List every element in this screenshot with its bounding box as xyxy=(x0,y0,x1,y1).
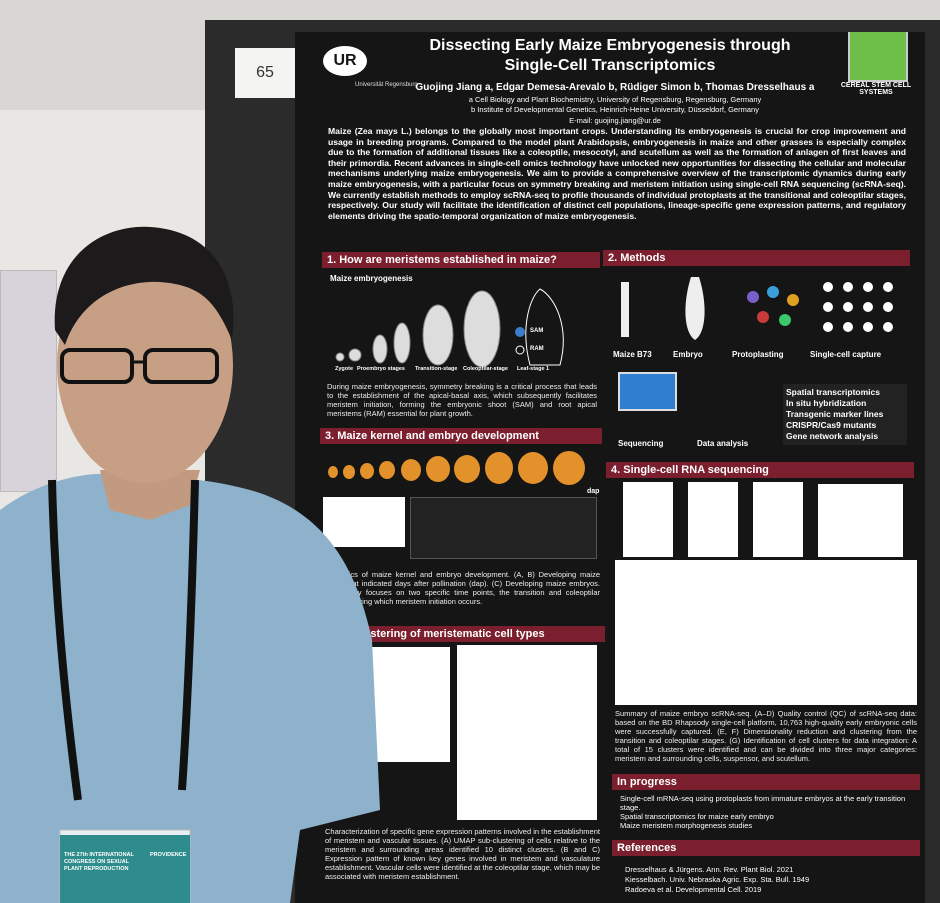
unit-label: dap xyxy=(587,488,600,495)
university: Universität Regensburg xyxy=(355,82,418,88)
plot-panel xyxy=(753,482,803,557)
stage-label: Proembryo stages xyxy=(357,366,405,372)
list-item: In situ hybridization xyxy=(786,398,867,408)
method-step: Embryo xyxy=(673,350,703,359)
list-item: Spatial transcriptomics xyxy=(786,387,881,397)
intro: Maize (Zea mays L.) belongs to the globa… xyxy=(328,126,906,221)
poster: UR Universität Regensburg Dissecting Ear… xyxy=(295,32,925,903)
stage-label: Leaf-stage 1 xyxy=(517,366,550,372)
umap-panel xyxy=(615,560,917,705)
affiliation: b Institute of Developmental Genetics, H… xyxy=(471,105,759,114)
affiliation: a Cell Biology and Plant Biochemistry, U… xyxy=(468,95,762,104)
method-step: Data analysis xyxy=(697,439,749,448)
plot-panel xyxy=(818,484,903,557)
method-step: Protoplasting xyxy=(732,350,784,359)
sequencer-icon xyxy=(618,372,677,411)
logo-text: CEREAL STEM CELL SYSTEMS xyxy=(840,82,912,96)
stage-label: Coleoptilar-stage xyxy=(463,366,508,372)
authors: Guojing Jiang a, Edgar Demesa-Arevalo b,… xyxy=(415,82,815,93)
kernels xyxy=(325,450,595,486)
reference: Dresselhaus & Jürgens. Ann. Rev. Plant B… xyxy=(625,865,794,874)
section-heading: In progress xyxy=(612,774,920,790)
badge-text: THE 27th INTERNATIONAL CONGRESS ON SEXUA… xyxy=(64,852,134,872)
caption: Dynamics of maize kernel and embryo deve… xyxy=(325,570,600,606)
list-item: Transgenic marker lines xyxy=(786,409,884,419)
growth-plot xyxy=(323,497,405,547)
caption: Characterization of specific gene expres… xyxy=(325,827,600,881)
stage-label: Transition-stage xyxy=(415,366,458,372)
list-item: CRISPR/Cas9 mutants xyxy=(786,420,877,430)
progress-list: Single-cell mRNA-seq using protoplasts f… xyxy=(620,794,915,830)
caption: Summary of maize embryo scRNA-seq. (A–D)… xyxy=(615,709,917,763)
marker-label: SAM xyxy=(530,328,544,334)
section-label: Maize embryogenesis xyxy=(330,274,413,283)
board-number-card: 65 xyxy=(235,48,295,98)
list-item: Maize meristem morphogenesis studies xyxy=(620,821,753,830)
section-heading: 3. Maize kernel and embryo development xyxy=(320,428,602,444)
section-heading: 4. Single-cell RNA sequencing xyxy=(606,462,914,478)
list-item: Gene network analysis xyxy=(786,431,879,441)
methods-icons xyxy=(613,272,903,342)
method-step: Single-cell capture xyxy=(810,350,882,359)
caption: During maize embryogenesis, symmetry bre… xyxy=(327,382,597,418)
badge-place: PROVIDENCE xyxy=(150,852,187,858)
embryo-illustration xyxy=(335,288,564,367)
reference: Radoeva et al. Developmental Cell. 2019 xyxy=(625,885,762,894)
section-heading: 1. How are meristems established in maiz… xyxy=(322,252,600,268)
cscs-logo xyxy=(848,32,908,82)
marker-label: RAM xyxy=(530,346,544,352)
section-heading: Sub-clustering of meristematic cell type… xyxy=(325,626,605,642)
ur-logo: UR xyxy=(323,46,367,76)
method-step: Sequencing xyxy=(618,439,664,448)
method-step: Maize B73 xyxy=(613,350,652,359)
embryo-series xyxy=(410,497,597,559)
plot-panel xyxy=(623,482,673,557)
email: E-mail: guojing.jiang@ur.de xyxy=(569,116,661,125)
list-item: Spatial transcriptomics for maize early … xyxy=(620,812,774,821)
list-item: Single-cell mRNA-seq using protoplasts f… xyxy=(620,794,906,812)
gene-expression-panel xyxy=(457,645,597,820)
methods-list: Spatial transcriptomics In situ hybridiz… xyxy=(783,384,907,445)
reference: Kiesselbach. Univ. Nebraska Agric. Exp. … xyxy=(625,875,810,884)
side-poster xyxy=(0,270,57,492)
plot-panel xyxy=(688,482,738,557)
section-heading: 2. Methods xyxy=(603,250,910,266)
section-heading: References xyxy=(612,840,920,856)
poster-title: Dissecting Early Maize Embryogenesis thr… xyxy=(429,37,791,74)
qc-plots xyxy=(623,482,903,562)
reference-list: Dresselhaus & Jürgens. Ann. Rev. Plant B… xyxy=(625,865,915,895)
stage-label: Zygote xyxy=(335,366,354,372)
